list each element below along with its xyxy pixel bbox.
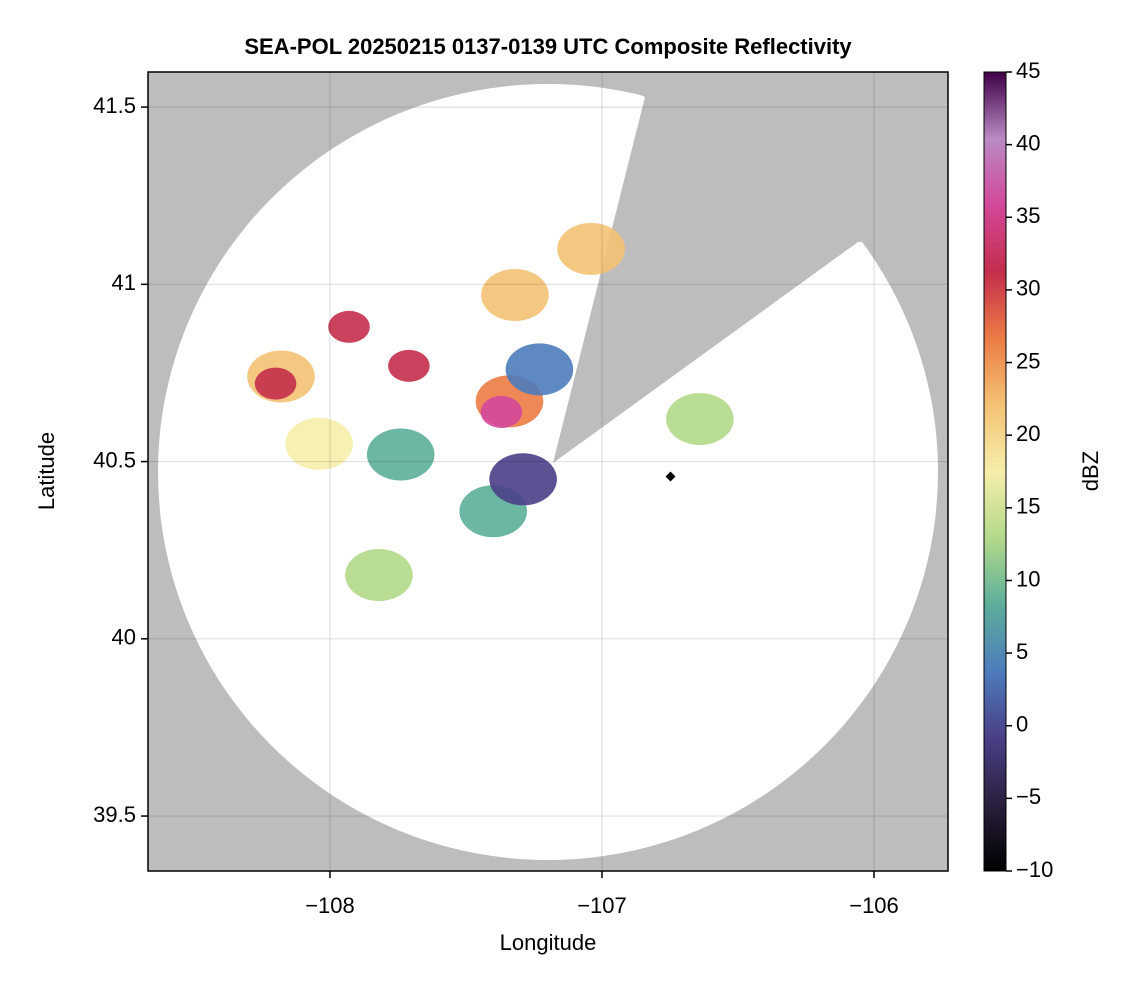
- colorbar-tick-label: 40: [1016, 130, 1040, 155]
- y-tick-label: 41: [112, 270, 136, 295]
- y-tick-label: 40.5: [93, 447, 136, 472]
- x-axis-label: Longitude: [500, 930, 597, 955]
- x-tick-label: −107: [577, 893, 627, 918]
- echo: [489, 453, 557, 506]
- echo: [557, 222, 625, 275]
- x-tick-label: −108: [305, 893, 355, 918]
- colorbar-tick-label: 20: [1016, 421, 1040, 446]
- echo: [666, 393, 734, 446]
- echo: [481, 268, 549, 321]
- colorbar-label: dBZ: [1078, 451, 1103, 491]
- echo: [328, 310, 370, 343]
- echo: [505, 343, 574, 396]
- chart-title: SEA-POL 20250215 0137-0139 UTC Composite…: [244, 34, 852, 59]
- echo: [254, 367, 297, 400]
- blocked-sector: [553, 72, 948, 463]
- y-tick-label: 41.5: [93, 93, 136, 118]
- colorbar-tick-label: 45: [1016, 58, 1040, 83]
- echo: [345, 549, 413, 602]
- echo: [480, 395, 523, 428]
- echo: [388, 349, 430, 382]
- echo: [285, 417, 353, 470]
- colorbar-tick-label: 0: [1016, 712, 1028, 737]
- x-tick-label: −106: [849, 893, 899, 918]
- colorbar-tick-label: −10: [1016, 857, 1053, 882]
- colorbar-tick-label: 15: [1016, 494, 1040, 519]
- colorbar-tick-label: 25: [1016, 348, 1040, 373]
- plot-frame: [147, 71, 949, 872]
- colorbar-tick-label: 10: [1016, 566, 1040, 591]
- colorbar-tick-label: 30: [1016, 276, 1040, 301]
- radar-site: [665, 471, 676, 482]
- y-tick-label: 40: [112, 625, 136, 650]
- colorbar-tick-label: 35: [1016, 203, 1040, 228]
- y-axis-label: Latitude: [34, 432, 59, 510]
- colorbar: [983, 71, 1007, 872]
- echo: [366, 428, 435, 481]
- colorbar-tick-label: −5: [1016, 784, 1041, 809]
- y-tick-label: 39.5: [93, 802, 136, 827]
- colorbar-tick-label: 5: [1016, 639, 1028, 664]
